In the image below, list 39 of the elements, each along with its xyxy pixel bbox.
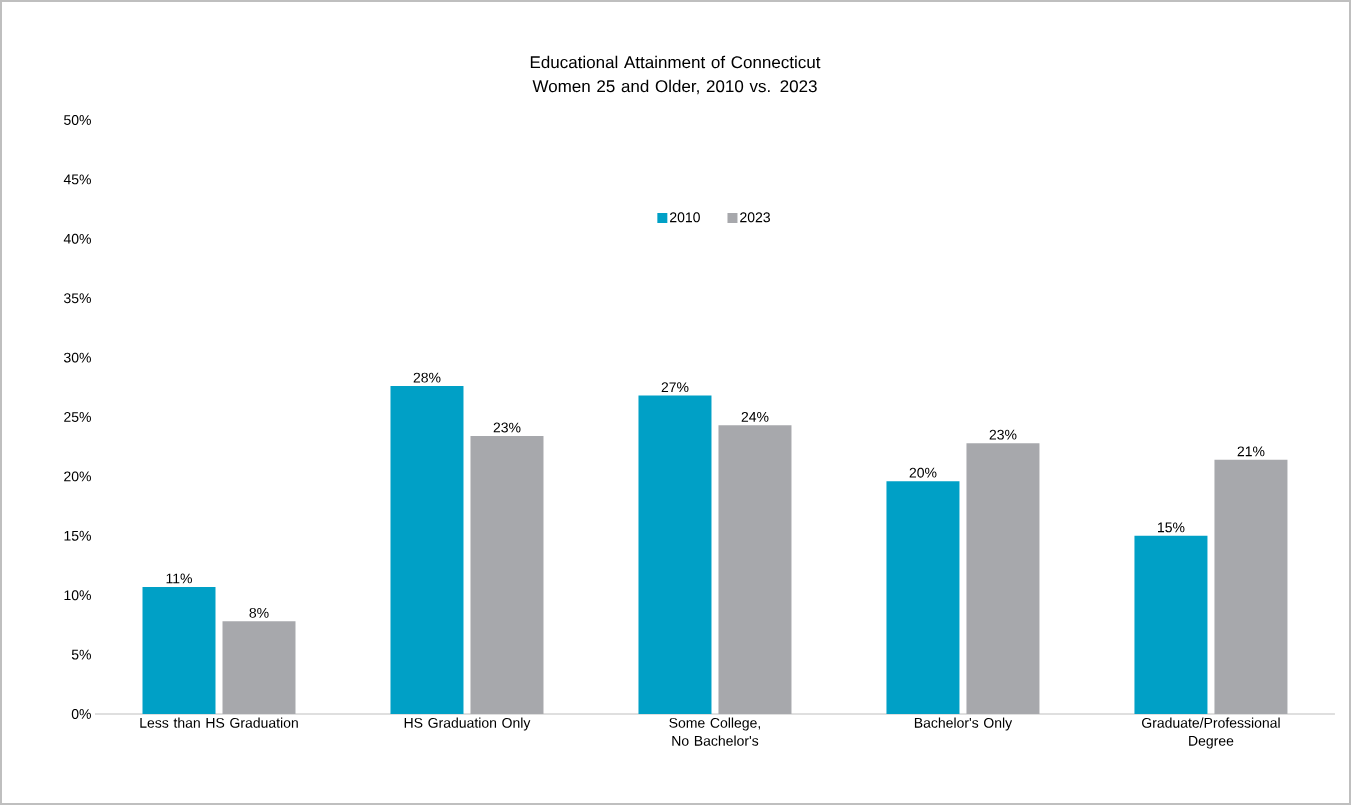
- y-tick-label: 40%: [63, 233, 91, 244]
- x-tick-label: HS Graduation Only: [404, 717, 531, 731]
- chart-title: Educational Attainment of Connecticut Women 25 and Older, 2010 vs. 2023: [530, 55, 821, 95]
- y-tick-label: 35%: [63, 293, 91, 304]
- data-label: 8%: [249, 607, 269, 618]
- bar: [886, 481, 960, 714]
- bar: [1214, 459, 1288, 714]
- y-tick-label: 15%: [64, 530, 91, 541]
- data-label: 23%: [989, 429, 1017, 440]
- data-label: 21%: [1237, 446, 1265, 457]
- data-label: 24%: [741, 411, 769, 422]
- y-tick-label: 45%: [63, 174, 91, 185]
- bar: [142, 586, 216, 714]
- y-tick-label: 10%: [64, 590, 91, 601]
- bar: [470, 436, 544, 714]
- y-tick-label: 50%: [64, 115, 91, 125]
- data-label: 15%: [1158, 522, 1185, 533]
- x-tick-label: Graduate/Professional Degree: [1142, 717, 1280, 749]
- bar: [1134, 535, 1208, 714]
- bar: [718, 425, 792, 714]
- y-tick-label: 0%: [71, 709, 91, 719]
- bar: [222, 621, 296, 714]
- y-tick-label: 20%: [64, 471, 91, 482]
- data-label: 27%: [661, 382, 689, 393]
- x-tick-label: Less than HS Graduation: [140, 717, 298, 728]
- data-label: 20%: [909, 467, 937, 478]
- y-tick-label: 25%: [64, 412, 91, 422]
- data-label: 23%: [493, 422, 521, 433]
- y-tick-label: 30%: [63, 352, 91, 363]
- data-label: 11%: [166, 573, 192, 584]
- x-tick-label: Some College, No Bachelor's: [669, 717, 760, 746]
- y-tick-label: 5%: [71, 649, 91, 660]
- legend-label: 2010: [670, 212, 700, 223]
- legend-label: 2023: [740, 212, 770, 223]
- data-label: 28%: [413, 372, 441, 383]
- bar: [390, 386, 464, 714]
- bar: [966, 443, 1040, 714]
- bar: [638, 395, 712, 714]
- x-tick-label: Bachelor's Only: [914, 717, 1013, 731]
